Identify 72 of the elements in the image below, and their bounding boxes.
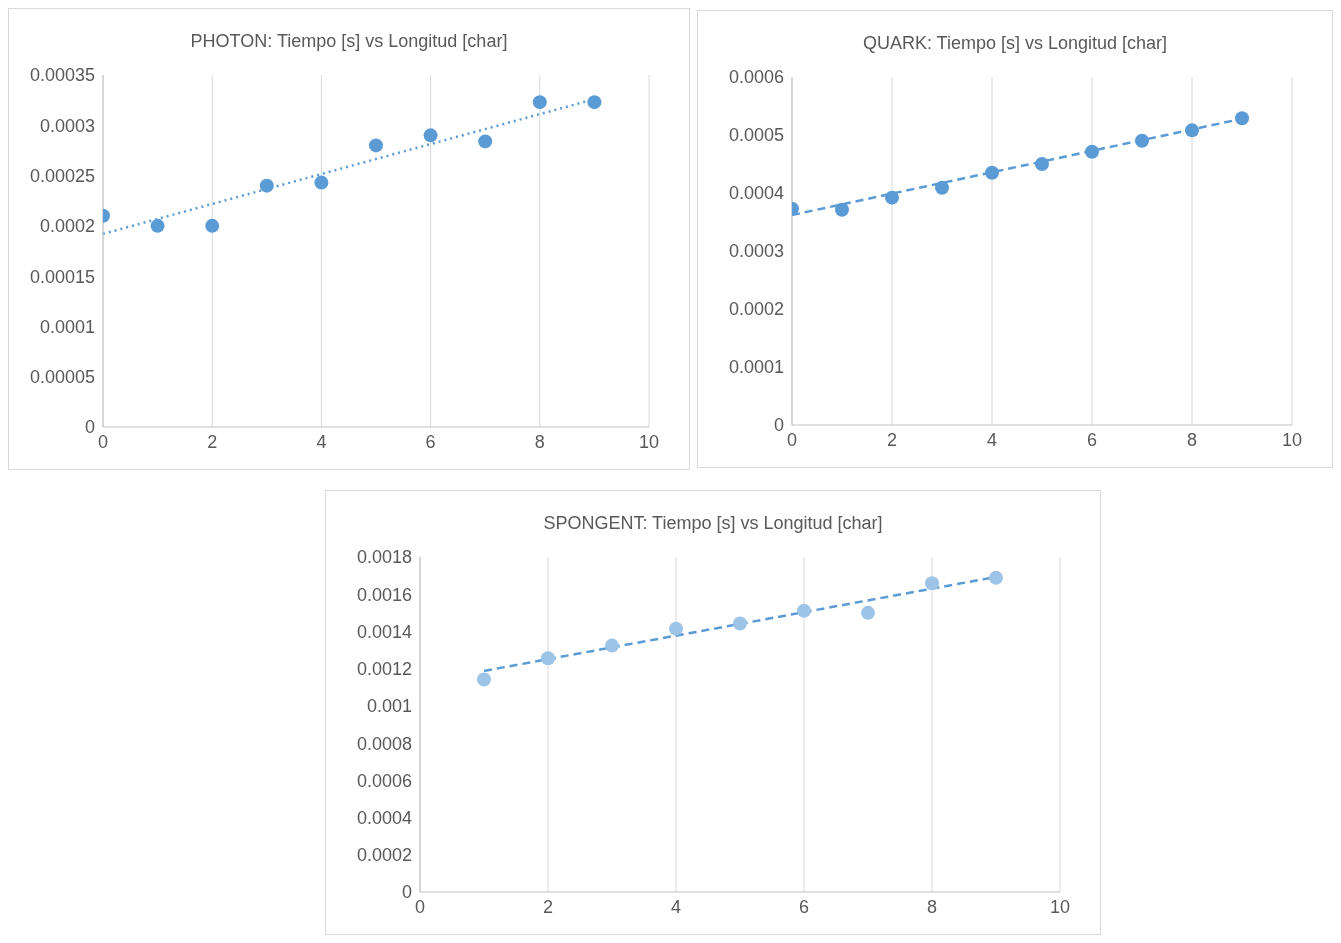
- point: [989, 570, 1003, 585]
- x-tick-label: 8: [926, 896, 938, 917]
- point: [733, 616, 747, 631]
- point: [259, 178, 274, 193]
- point: [1035, 157, 1049, 171]
- y-tick-label: 0.00035: [29, 65, 95, 86]
- point: [885, 190, 899, 205]
- point: [669, 621, 683, 636]
- y-tick-label: 0.0018: [356, 547, 412, 568]
- point: [1135, 133, 1149, 148]
- point: [532, 95, 547, 110]
- point: [935, 180, 949, 195]
- y-tick-label: 0.0012: [356, 659, 412, 680]
- x-tick-label: 10: [638, 431, 660, 452]
- chart-title: PHOTON: Tiempo [s] vs Longitud [char]: [189, 31, 509, 53]
- point: [797, 603, 811, 618]
- x-tick-label: 4: [986, 429, 998, 450]
- y-tick-label: 0.0002: [728, 299, 784, 320]
- point: [1235, 111, 1249, 126]
- point: [587, 95, 602, 110]
- point: [150, 218, 165, 233]
- x-tick-label: 0: [786, 429, 798, 450]
- x-tick-label: 6: [1086, 429, 1098, 450]
- chart-title: QUARK: Tiempo [s] vs Longitud [char]: [861, 33, 1169, 55]
- point: [477, 672, 491, 687]
- x-tick-label: 2: [542, 896, 554, 917]
- x-tick-label: 4: [670, 896, 682, 917]
- x-tick-label: 10: [1049, 896, 1071, 917]
- point: [423, 128, 438, 143]
- y-tick-label: 0.0008: [356, 733, 412, 754]
- chart-title: SPONGENT: Tiempo [s] vs Longitud [char]: [542, 513, 884, 535]
- x-tick-label: 8: [534, 431, 545, 452]
- y-tick-label: 0.0001: [728, 357, 784, 378]
- y-tick-label: 0.0001: [39, 316, 95, 337]
- y-tick-label: 0.0006: [356, 770, 412, 791]
- y-tick-label: 0.00015: [29, 266, 95, 287]
- y-tick-label: 0.00005: [29, 367, 95, 388]
- point: [1085, 144, 1099, 159]
- x-tick-label: 2: [207, 431, 218, 452]
- x-tick-label: 2: [886, 429, 898, 450]
- point: [205, 218, 220, 233]
- point: [369, 138, 383, 153]
- point: [985, 165, 999, 180]
- y-tick-label: 0.0005: [728, 125, 784, 146]
- y-tick-label: 0.00025: [29, 165, 95, 186]
- y-tick-label: 0: [401, 882, 412, 903]
- y-tick-label: 0.0003: [39, 115, 95, 136]
- x-tick-label: 0: [414, 896, 426, 917]
- point: [478, 134, 493, 149]
- y-tick-label: 0.0002: [356, 845, 412, 866]
- y-tick-label: 0.0006: [728, 67, 784, 88]
- y-tick-label: 0.0004: [356, 807, 412, 828]
- x-tick-label: 0: [97, 431, 109, 452]
- y-tick-label: 0.0002: [39, 216, 95, 237]
- x-tick-label: 10: [1281, 429, 1303, 450]
- point: [861, 605, 875, 620]
- point: [541, 651, 555, 666]
- y-tick-label: 0.0014: [356, 621, 412, 642]
- y-tick-label: 0.0004: [728, 183, 784, 204]
- point: [605, 638, 619, 653]
- y-tick-label: 0.0016: [356, 584, 412, 605]
- x-tick-label: 8: [1186, 429, 1198, 450]
- point: [925, 576, 939, 591]
- y-tick-label: 0.0003: [728, 241, 784, 262]
- x-tick-label: 6: [798, 896, 810, 917]
- point: [1185, 123, 1199, 138]
- point: [835, 202, 849, 217]
- point: [314, 175, 329, 190]
- y-tick-label: 0: [773, 415, 784, 436]
- y-tick-label: 0.001: [366, 696, 412, 717]
- x-tick-label: 4: [316, 431, 327, 452]
- x-tick-label: 6: [425, 431, 436, 452]
